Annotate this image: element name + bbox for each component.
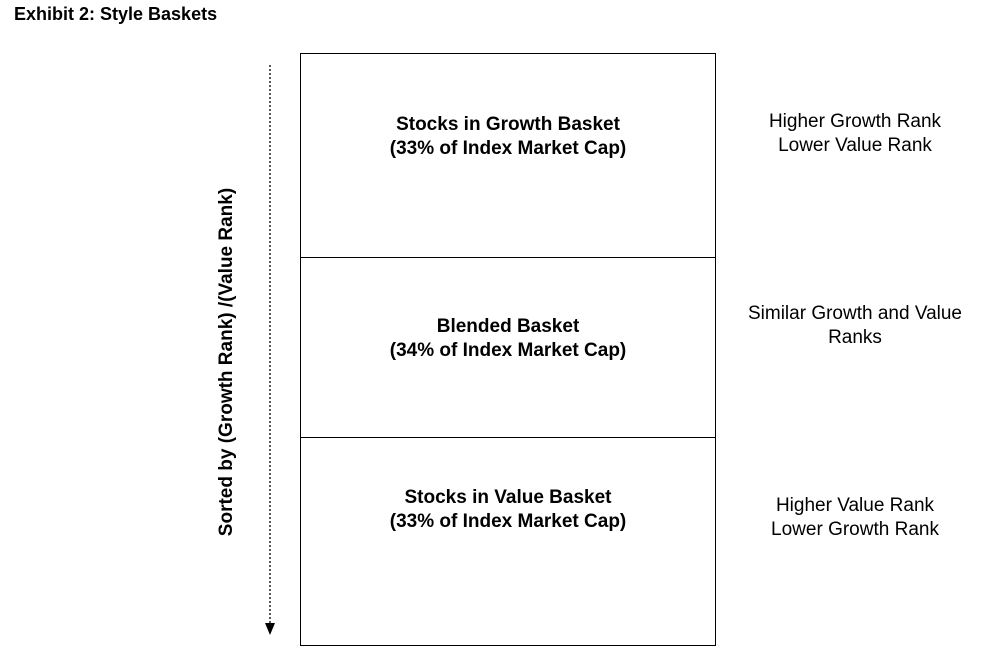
exhibit-title: Exhibit 2: Style Baskets	[14, 4, 218, 24]
blend-rank-line-1: Similar Growth and Value	[747, 303, 963, 324]
blended-basket: Blended Basket (34% of Index Market Cap)	[301, 258, 715, 438]
value-rank-line-2: Lower Growth Rank	[771, 519, 939, 540]
growth-rank-line-1: Higher Growth Rank	[768, 111, 942, 132]
value-rank-line-1: Higher Value Rank	[775, 495, 935, 516]
value-basket-name: Stocks in Value Basket	[404, 487, 612, 508]
blend-rank-description: Similar Growth and Value Ranks	[725, 302, 985, 350]
growth-basket-text: Stocks in Growth Basket (33% of Index Ma…	[301, 113, 715, 161]
value-rank-description: Higher Value Rank Lower Growth Rank	[725, 494, 985, 542]
value-basket-text: Stocks in Value Basket (33% of Index Mar…	[301, 486, 715, 534]
growth-rank-description: Higher Growth Rank Lower Value Rank	[725, 110, 985, 158]
growth-rank-line-2: Lower Value Rank	[778, 135, 932, 156]
blended-basket-text: Blended Basket (34% of Index Market Cap)	[301, 315, 715, 363]
value-basket: Stocks in Value Basket (33% of Index Mar…	[301, 438, 715, 645]
growth-basket-name: Stocks in Growth Basket	[396, 114, 620, 135]
sort-axis-label: Sorted by (Growth Rank) /(Value Rank)	[216, 187, 237, 537]
growth-basket: Stocks in Growth Basket (33% of Index Ma…	[301, 54, 715, 258]
blended-basket-name: Blended Basket	[436, 316, 580, 337]
style-baskets-box: Stocks in Growth Basket (33% of Index Ma…	[300, 53, 716, 646]
blended-basket-share: (34% of Index Market Cap)	[389, 340, 627, 361]
value-basket-share: (33% of Index Market Cap)	[389, 511, 627, 532]
blend-rank-line-2: Ranks	[828, 327, 882, 348]
dotted-down-arrow-icon	[265, 65, 275, 635]
growth-basket-share: (33% of Index Market Cap)	[389, 138, 627, 159]
